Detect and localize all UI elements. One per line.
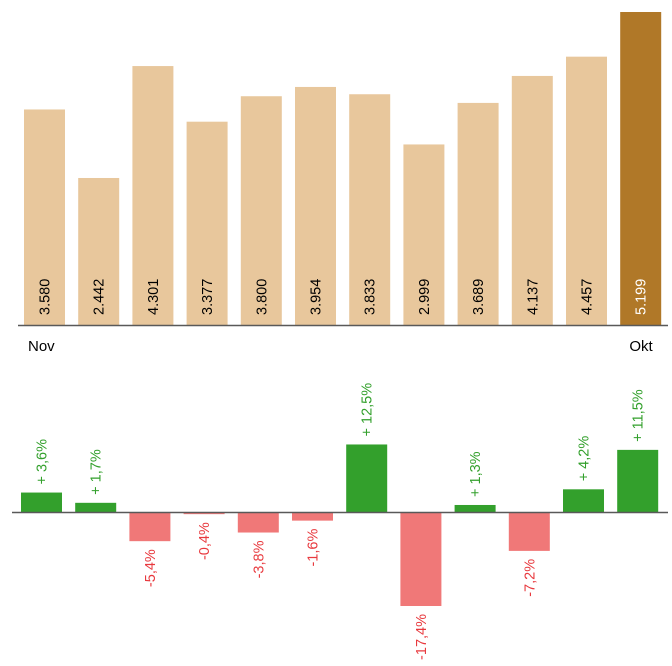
bar-change-label-2: + 1,7% bbox=[89, 449, 105, 495]
bar-value-label-11: 4.457 bbox=[580, 279, 596, 315]
bar-change-label-1: + 3,6% bbox=[35, 439, 51, 485]
bar-value-12 bbox=[620, 12, 662, 325]
bar-change-11 bbox=[563, 489, 604, 512]
bar-change-2 bbox=[75, 502, 117, 512]
bar-value-label-8: 2.999 bbox=[417, 279, 433, 315]
bar-value-9 bbox=[457, 102, 499, 325]
bar-change-1 bbox=[21, 492, 62, 512]
bar-change-label-7: + 12,5% bbox=[360, 383, 376, 437]
bar-change-5 bbox=[237, 512, 279, 533]
bar-change-8 bbox=[400, 512, 442, 606]
bar-value-label-6: 3.954 bbox=[309, 279, 325, 315]
bar-value-8 bbox=[403, 144, 445, 325]
bar-change-3 bbox=[129, 512, 171, 542]
bar-change-7 bbox=[346, 444, 388, 512]
bar-value-label-1: 3.580 bbox=[38, 279, 54, 315]
bar-value-label-2: 2.442 bbox=[92, 279, 108, 315]
bar-change-label-6: -1,6% bbox=[306, 529, 322, 567]
bar-value-7 bbox=[349, 94, 391, 325]
bar-value-label-3: 4.301 bbox=[146, 279, 162, 315]
bar-value-11 bbox=[566, 56, 607, 325]
bar-change-label-5: -3,8% bbox=[251, 540, 267, 578]
bar-change-label-11: + 4,2% bbox=[577, 436, 593, 482]
bar-change-label-10: -7,2% bbox=[522, 559, 538, 597]
monthly-values-chart: 3.580 2.442 4.301 3.377 3.800 3.954 3.833 2.999… bbox=[18, 12, 668, 327]
bar-change-label-12: + 11,5% bbox=[631, 389, 647, 442]
bar-value-3 bbox=[132, 66, 174, 326]
bar-value-label-4: 3.377 bbox=[200, 279, 216, 315]
bar-value-label-5: 3.800 bbox=[254, 279, 270, 315]
bar-value-label-10: 4.137 bbox=[525, 279, 541, 315]
bar-value-2 bbox=[78, 177, 120, 325]
bar-value-label-7: 3.833 bbox=[363, 279, 379, 315]
bar-value-label-12: 5.199 bbox=[634, 279, 650, 315]
bar-value-10 bbox=[511, 75, 553, 325]
bar-change-9 bbox=[454, 504, 496, 512]
bar-value-1 bbox=[24, 109, 65, 325]
bar-change-label-4: -0,4% bbox=[197, 522, 213, 560]
change-percent-chart: + 3,6% + 1,7% -5,4% -0,4% -3,8% -1,6% + 12,5% -… bbox=[12, 383, 668, 660]
bar-value-5 bbox=[240, 96, 282, 325]
x-axis-start-label: Nov bbox=[28, 338, 55, 355]
bar-change-12 bbox=[617, 449, 659, 512]
bar-value-4 bbox=[186, 121, 228, 325]
bar-change-6 bbox=[292, 512, 333, 521]
x-axis-end-label: Okt bbox=[629, 338, 653, 355]
bar-change-label-8: -17,4% bbox=[414, 614, 430, 660]
bar-value-6 bbox=[295, 86, 336, 326]
bar-value-label-9: 3.689 bbox=[471, 279, 487, 315]
bar-change-label-9: + 1,3% bbox=[468, 451, 484, 497]
bar-change-10 bbox=[508, 512, 550, 551]
bar-change-label-3: -5,4% bbox=[143, 549, 159, 587]
